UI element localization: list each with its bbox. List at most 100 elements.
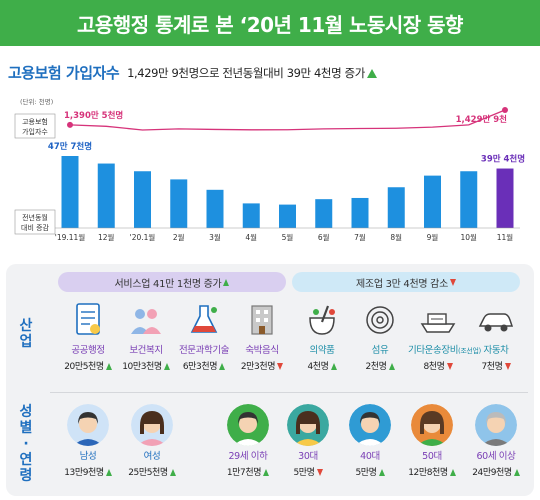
line-label-first: 1,390만 5천명 <box>64 110 123 121</box>
demographic-item: 50대 12만8천명 <box>402 404 462 478</box>
up-arrow-icon <box>169 469 176 476</box>
up-arrow-icon <box>105 469 112 476</box>
industry-item-value: 2만3천명 <box>232 359 292 372</box>
down-arrow-icon <box>504 363 511 370</box>
bar <box>387 187 405 228</box>
up-arrow-icon <box>388 363 395 370</box>
bar <box>279 204 296 228</box>
up-arrow-icon <box>330 363 337 370</box>
x-tick-label: 12월 <box>98 232 115 242</box>
yarn-icon <box>360 300 400 340</box>
industry-item-name: 공공행정 <box>71 345 105 356</box>
industry-item-name: 숙박음식 <box>245 345 279 356</box>
line-point <box>502 107 508 113</box>
subheading-lead: 고용보험 가입자수 <box>8 64 120 82</box>
industry-label: 산업 <box>6 318 46 350</box>
bar-label-last: 39만 4천명 <box>481 154 525 165</box>
bar-legend-box <box>14 209 56 235</box>
industry-item-value: 10만3천명 <box>116 359 176 372</box>
bar <box>315 199 333 228</box>
young-man-icon <box>227 404 269 446</box>
up-arrow-icon <box>263 469 270 476</box>
science-icon <box>184 300 224 340</box>
bar <box>242 203 260 228</box>
demographic-item-value: 25만5천명 <box>122 465 182 478</box>
bar-legend-line1: 전년동월 <box>22 213 48 222</box>
bar <box>206 189 224 228</box>
demographic-label: 성별 · 연령 <box>6 404 46 484</box>
bar <box>496 168 514 228</box>
x-tick-label: '19.11월 <box>55 232 86 242</box>
industry-item: 전문과학기술 6만3천명 <box>174 300 234 372</box>
industry-item: 공공행정 20만5천명 <box>58 300 118 372</box>
x-tick-label: '20.1월 <box>130 232 156 242</box>
thirties-woman-icon <box>287 404 329 446</box>
industry-item-name: 보건복지 <box>129 345 163 356</box>
building-icon <box>242 300 282 340</box>
up-arrow-icon <box>449 469 456 476</box>
up-arrow-icon <box>378 469 385 476</box>
manufacturing-sector-pill-text: 제조업 3만 4천명 감소 <box>356 278 448 290</box>
document-icon <box>68 300 108 340</box>
bar-legend-line2: 대비 증감 <box>21 223 50 232</box>
demographic-item-value: 24만9천명 <box>466 465 526 478</box>
car-icon <box>476 300 516 340</box>
industry-item: 숙박음식 2만3천명 <box>232 300 292 372</box>
demographic-item: 29세 이하 1만7천명 <box>218 404 278 478</box>
industry-item-name: 의약품 <box>309 345 335 356</box>
down-arrow-icon <box>277 363 284 370</box>
line-legend-line1: 고용보험 <box>22 118 48 126</box>
man-icon <box>67 404 109 446</box>
subheading: 고용보험 가입자수 1,429만 9천명으로 전년동월대비 39만 4천명 증가 <box>8 62 377 83</box>
demographic-item: 남성 13만9천명 <box>58 404 118 478</box>
page-title: 고용행정 통계로 본 ‘20년 11월 노동시장 동향 <box>77 12 463 37</box>
page-banner: 고용행정 통계로 본 ‘20년 11월 노동시장 동향 <box>0 0 540 46</box>
down-arrow-icon <box>316 469 323 476</box>
x-tick-label: 8월 <box>390 232 402 242</box>
industry-item: 기타운송장비(조선업) 8천명 <box>408 300 481 372</box>
unit-label: (단위: 천명) <box>20 97 53 106</box>
demographic-item-name: 29세 이하 <box>228 451 268 462</box>
fifties-woman-icon <box>411 404 453 446</box>
line-legend-box <box>14 113 56 139</box>
up-arrow-icon <box>163 363 170 370</box>
bar <box>61 156 79 228</box>
industry-item: 보건복지 10만3천명 <box>116 300 176 372</box>
demographic-item: 여성 25만5천명 <box>122 404 182 478</box>
industry-label-text: 산업 <box>19 318 33 350</box>
x-tick-label: 3월 <box>209 232 221 242</box>
x-tick-label: 4월 <box>245 232 257 242</box>
demographic-item-value: 12만8천명 <box>402 465 462 478</box>
x-tick-label: 7월 <box>354 232 366 242</box>
forties-man-icon <box>349 404 391 446</box>
demographic-item-value: 1만7천명 <box>218 465 278 478</box>
up-arrow-icon <box>219 363 226 370</box>
bar <box>97 163 115 228</box>
industry-item-name: 자동차 <box>483 345 509 356</box>
industry-item: 섬유 2천명 <box>350 300 410 372</box>
industry-item-name: 기타운송장비(조선업) <box>408 345 481 356</box>
pharmacy-icon <box>302 300 342 340</box>
line-series <box>69 109 506 131</box>
demographic-item-name: 30대 <box>298 451 318 462</box>
service-sector-pill: 서비스업 41만 1천명 증가 <box>58 272 286 292</box>
demographic-item-value: 5만명 <box>340 465 400 478</box>
x-tick-label: 6월 <box>318 232 330 242</box>
section-divider <box>50 392 528 393</box>
subheading-desc: 1,429만 9천명으로 전년동월대비 39만 4천명 증가 <box>127 65 377 81</box>
demographic-item: 60세 이상 24만9천명 <box>466 404 526 478</box>
down-arrow-icon <box>449 278 456 286</box>
bar <box>170 179 188 228</box>
service-sector-pill-text: 서비스업 41만 1천명 증가 <box>114 278 222 290</box>
demographic-item-value: 13만9천명 <box>58 465 118 478</box>
industry-item-value: 4천명 <box>292 359 352 372</box>
x-tick-label: 5월 <box>282 232 294 242</box>
demographic-item-name: 50대 <box>422 451 442 462</box>
demographic-item: 40대 5만명 <box>340 404 400 478</box>
subheading-desc-text: 1,429만 9천명으로 전년동월대비 39만 4천명 증가 <box>127 65 365 80</box>
industry-item-name: 전문과학기술 <box>178 345 230 356</box>
breakdown-panel: 서비스업 41만 1천명 증가 제조업 3만 4천명 감소 산업 공공행정 20만… <box>6 264 534 496</box>
bar <box>134 171 151 228</box>
line-legend-line2: 가입자수 <box>22 127 48 136</box>
demographic-item: 30대 5만명 <box>278 404 338 478</box>
